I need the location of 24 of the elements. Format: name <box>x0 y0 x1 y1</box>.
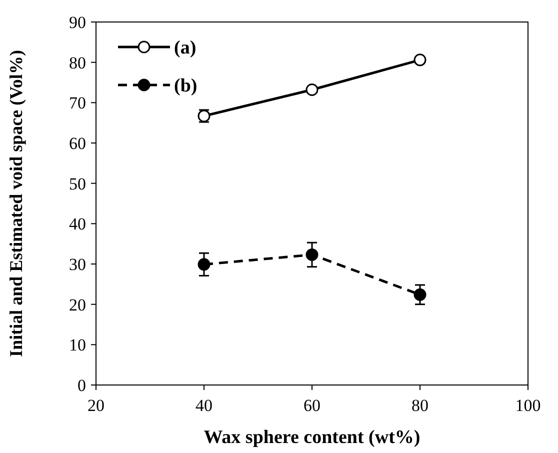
y-tick-label: 60 <box>69 134 86 153</box>
point <box>198 258 210 271</box>
y-tick-label: 90 <box>69 12 86 32</box>
y-tick-label: 40 <box>69 214 86 234</box>
x-axis-title: Wax sphere content (wt%) <box>204 427 420 448</box>
legend-label: (b) <box>174 76 198 97</box>
y-tick-label: 10 <box>69 336 86 355</box>
point <box>414 288 426 301</box>
point <box>306 248 318 261</box>
y-tick-label: 80 <box>69 53 86 72</box>
x-tick-label: 40 <box>196 396 212 415</box>
y-tick-label: 50 <box>69 174 86 194</box>
point <box>306 84 318 96</box>
y-tick-label: 0 <box>78 376 86 395</box>
y-tick-label: 30 <box>69 254 86 274</box>
y-tick-label: 20 <box>69 295 86 314</box>
point <box>414 54 426 66</box>
y-tick-label: 70 <box>69 94 86 113</box>
x-tick-label: 20 <box>88 396 104 415</box>
legend-label: (a) <box>174 38 196 59</box>
x-tick-label: 60 <box>304 396 320 415</box>
y-axis-title: Initial and Estimated void space (Vol%) <box>6 50 26 357</box>
x-tick-label: 100 <box>515 396 541 415</box>
x-tick-label: 80 <box>412 396 428 415</box>
